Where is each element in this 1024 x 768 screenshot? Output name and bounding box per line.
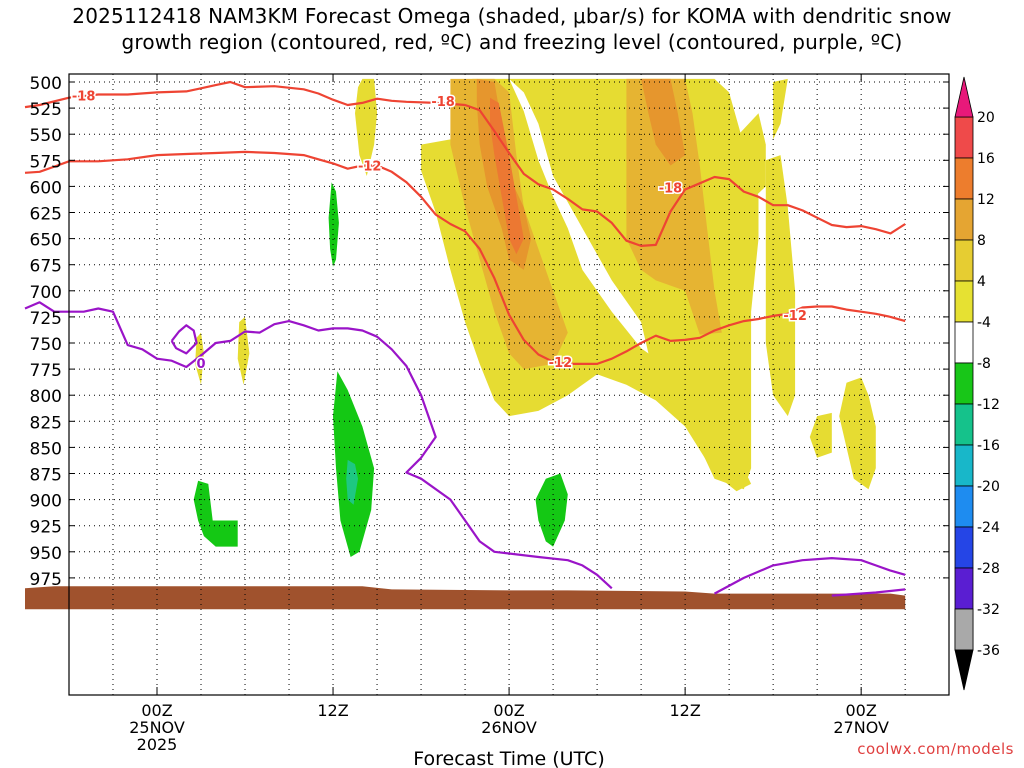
y-tick-label: 600 [30,178,62,198]
colorbar-top-arrow [954,76,974,118]
chart-title-line-1: 2025112418 NAM3KM Forecast Omega (shaded… [72,4,952,28]
omega-cell-4-8g [195,332,204,385]
dgz-lower-12-line [24,150,906,365]
y-tick-label: 725 [30,309,62,329]
colorbar-label: 8 [977,233,986,249]
colorbar-swatch [954,157,974,200]
colorbar-swatch [954,116,974,159]
y-tick-label: 575 [30,152,62,172]
omega-green-cell-4 [535,473,568,547]
contour-label: -18 [72,90,96,105]
x-tick-label: 27NOV [833,718,889,737]
colorbar-swatch [954,608,974,651]
y-tick-label: 800 [30,387,62,407]
y-tick-label: 650 [30,231,62,251]
freezing-level-0-line [24,301,613,590]
omega-cell-4-8h [237,316,250,385]
x-tick-label: 00Z [845,701,876,720]
x-tick-label: 12Z [669,701,700,720]
y-tick-label: 675 [30,257,62,277]
contour-label: -18 [659,181,683,196]
freezing-level-0-bottom-line [831,588,906,597]
dgz-upper-18-line [24,80,906,247]
colorbar-swatch [954,362,974,405]
colorbar-label: -8 [977,356,991,372]
colorbar-label: -20 [977,479,1000,495]
x-axis-label: Forecast Time (UTC) [413,748,604,768]
y-tick-label: 500 [30,74,62,94]
x-tick-label: 25NOV [129,718,185,737]
freezing-level-0-loop-line [170,324,198,355]
y-tick-label: 925 [30,518,62,538]
omega-cell-4-8d [839,377,876,490]
y-tick-label: 950 [30,544,62,564]
y-tick-label: 525 [30,100,62,120]
contour-label: -12 [783,309,807,324]
y-tick-label: 875 [30,466,62,486]
contour-label: -12 [549,356,573,371]
contour-label: -18 [431,95,455,110]
colorbar-label: -16 [977,438,1000,454]
colorbar-label: 12 [977,192,995,208]
y-tick-label: 700 [30,283,62,303]
omega-right-12-16 [641,78,686,166]
x-tick-label: 26NOV [481,718,537,737]
omega-column-4-8 [765,155,796,417]
y-tick-label: 550 [30,126,62,146]
colorbar-swatch [954,485,974,528]
x-tick-label: 00Z [141,701,172,720]
colorbar-label: -36 [977,643,1000,659]
omega-green-cell-1 [328,182,339,267]
colorbar-swatch [954,444,974,487]
y-tick-label: 625 [30,205,62,225]
colorbar-label: -24 [977,520,1000,536]
x-tick-label: 12Z [317,701,348,720]
contour-label: -12 [358,160,382,175]
omega-teal-cell [346,459,358,505]
x-tick-label: 2025 [137,735,178,754]
colorbar-label: 20 [977,110,995,126]
colorbar-swatch [954,239,974,282]
chart-title-line-2: growth region (contoured, red, ºC) and f… [121,30,903,54]
contour-label: 0 [196,357,205,372]
colorbar-swatch [954,198,974,241]
omega-green-cell-3 [193,480,238,547]
colorbar-label: 4 [977,274,986,290]
colorbar-label: -32 [977,602,1000,618]
colorbar-label: -12 [977,397,1000,413]
colorbar-label: -28 [977,561,1000,577]
omega-top-4-8 [773,78,788,140]
x-tick-label: 00Z [493,701,524,720]
colorbar-label: 16 [977,151,995,167]
colorbar-label: -4 [977,315,991,331]
watermark: coolwx.com/models [857,740,1014,758]
colorbar-swatch [954,567,974,610]
colorbar-bottom-arrow [954,649,974,691]
colorbar-swatch [954,403,974,446]
omega-cell-4-8e [809,412,832,458]
y-tick-label: 825 [30,413,62,433]
y-tick-label: 850 [30,439,62,459]
y-tick-label: 975 [30,570,62,590]
y-tick-label: 750 [30,335,62,355]
y-tick-label: 900 [30,492,62,512]
colorbar-swatch [954,526,974,569]
y-tick-label: 775 [30,361,62,381]
colorbar-swatch [954,321,974,364]
freezing-level-0-right-line [713,556,906,595]
colorbar-swatch [954,280,974,323]
omega-cell-4-8c [729,113,766,208]
terrain-fill [25,586,906,610]
